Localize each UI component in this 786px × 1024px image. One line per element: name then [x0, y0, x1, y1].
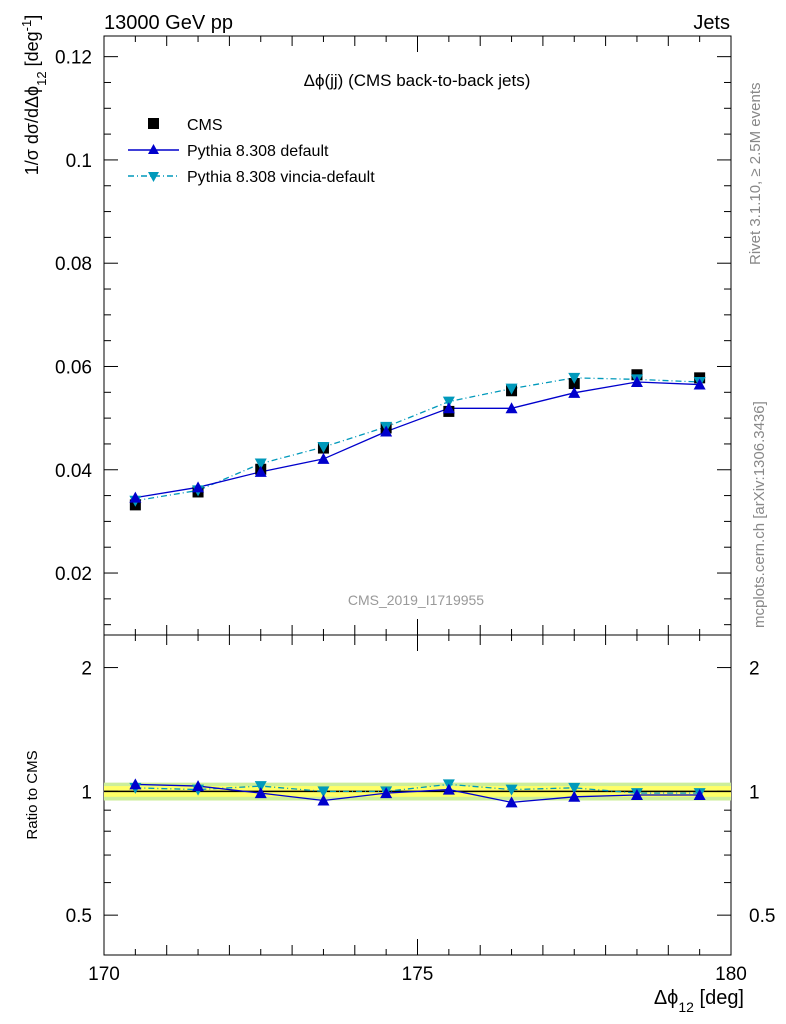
main-panel: 0.02 0.04 0.06 0.08 0.1 0.12 Δϕ(jj) (CMS back…	[55, 35, 732, 636]
ratio-series-group	[129, 778, 706, 808]
ratio-default-point	[254, 787, 267, 799]
ratio-vincia-point	[505, 784, 518, 796]
ratio-tick-label-right: 0.5	[749, 906, 775, 927]
ratio-y-label: Ratio to CMS	[24, 750, 41, 839]
y-main-label: 1/σ dσ/dΔϕ12 [deg-1]	[19, 15, 49, 175]
default-point	[693, 378, 706, 390]
vincia-point	[254, 458, 267, 470]
y-label-main: 1/σ dσ/dΔϕ	[22, 86, 42, 175]
ratio-vincia-line	[135, 783, 700, 794]
ratio-default-point	[568, 790, 581, 802]
y-label-sub: 12	[34, 71, 49, 85]
default-point	[317, 452, 330, 464]
ratio-default-point	[380, 787, 393, 799]
y-label-unit: [deg	[22, 31, 42, 71]
x-tick-label: 170	[88, 964, 120, 985]
ratio-tick-label: 2	[81, 659, 92, 680]
ratio-default-point	[505, 796, 518, 808]
vincia-point	[442, 396, 455, 408]
main-series-group	[129, 369, 706, 511]
default-point	[192, 481, 205, 493]
x-label-unit: [deg]	[694, 987, 744, 1009]
ratio-default-point	[192, 780, 205, 792]
default-point	[254, 465, 267, 477]
ratio-default-point	[693, 788, 706, 800]
main-y-ticks: 0.02 0.04 0.06 0.08 0.1 0.12	[55, 48, 731, 626]
vincia-point	[317, 442, 330, 454]
y-tick-label: 0.02	[55, 564, 92, 585]
default-point	[630, 375, 643, 387]
y-tick-label: 0.08	[55, 254, 92, 275]
ratio-vincia-point	[568, 782, 581, 794]
legend-cms-marker	[148, 118, 159, 129]
x-axis-ticks: 170 175 180	[88, 36, 747, 985]
x-axis-label: Δϕ12 [deg]	[654, 987, 744, 1015]
source-label: mcplots.cern.ch [arXiv:1306.3436]	[751, 401, 768, 628]
legend-vincia-marker	[148, 172, 159, 182]
x-label-sub: 12	[678, 999, 694, 1015]
legend-default-label: Pythia 8.308 default	[187, 143, 329, 160]
y-tick-label: 0.06	[55, 357, 92, 378]
y-main-label-group: 1/σ dσ/dΔϕ12 [deg-1]	[19, 15, 49, 175]
x-tick-label: 175	[402, 964, 434, 985]
x-tick-label: 180	[715, 964, 747, 985]
ratio-y-ticks: 0.5 0.5 1 1 2 2	[66, 659, 776, 928]
ratio-vincia-point	[254, 781, 267, 793]
legend-cms-label: CMS	[187, 117, 223, 134]
ratio-tick-label-right: 2	[749, 659, 760, 680]
default-point	[129, 491, 142, 503]
default-point	[568, 386, 581, 398]
ratio-default-point	[442, 783, 455, 795]
vincia-point	[505, 383, 518, 395]
default-point	[505, 402, 518, 414]
vincia-point	[568, 372, 581, 384]
energy-label: 13000 GeV pp	[104, 12, 233, 34]
legend-vincia-label: Pythia 8.308 vincia-default	[187, 169, 375, 186]
ratio-tick-label-right: 1	[749, 782, 760, 803]
legend: CMS Pythia 8.308 default Pythia 8.308 vi…	[128, 117, 375, 186]
y-tick-label: 0.1	[66, 151, 92, 172]
ratio-tick-label: 1	[81, 782, 92, 803]
plot-title: Δϕ(jj) (CMS back-to-back jets)	[304, 71, 531, 90]
ratio-default-line	[135, 783, 700, 804]
category-label: Jets	[693, 12, 730, 34]
default-point	[380, 425, 393, 437]
analysis-id: CMS_2019_I1719955	[348, 592, 484, 608]
default-line	[135, 381, 700, 499]
default-point	[442, 402, 455, 414]
ratio-tick-label: 0.5	[66, 906, 92, 927]
y-tick-label: 0.12	[55, 48, 92, 69]
y-label-close: ]	[22, 15, 42, 20]
x-label-main: Δϕ	[654, 987, 679, 1009]
ratio-default-point	[317, 794, 330, 806]
rivet-label: Rivet 3.1.10, ≥ 2.5M events	[747, 83, 764, 266]
ratio-default-point	[129, 778, 142, 790]
ratio-vincia-point	[317, 786, 330, 798]
ratio-default-point	[630, 788, 643, 800]
ratio-panel: 0.5 0.5 1 1 2 2 Ratio to CMS	[24, 634, 776, 956]
legend-default-marker	[148, 144, 159, 154]
y-tick-label: 0.04	[55, 461, 92, 482]
y-label-sup: -1	[19, 20, 34, 32]
